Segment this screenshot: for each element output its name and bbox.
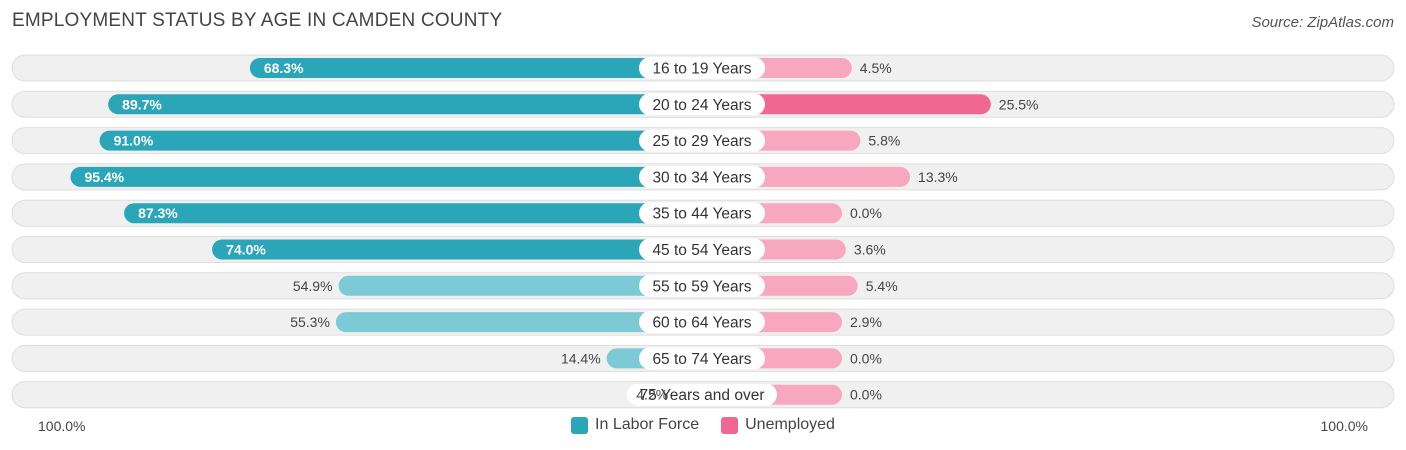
category-label: 60 to 64 Years (652, 315, 751, 332)
bar-row: 45 to 54 Years 74.0% 3.6% (11, 236, 1395, 263)
bar-row: 30 to 34 Years 95.4% 13.3% (11, 163, 1395, 191)
bar-row: 20 to 24 Years 89.7% 25.5% (11, 90, 1395, 118)
category-label: 16 to 19 Years (652, 61, 751, 78)
value-label-unemployed: 0.0% (850, 387, 882, 403)
bar-labor-force (124, 203, 703, 224)
axis-left-label: 100.0% (38, 418, 86, 434)
diverging-bar-chart: 16 to 19 Years 68.3% 4.5% 20 to 24 Years 89.… (11, 54, 1395, 409)
category-label: 20 to 24 Years (652, 97, 751, 114)
category-pill (639, 238, 765, 261)
category-pill (639, 129, 765, 152)
value-label-labor-force: 91.0% (114, 133, 154, 149)
value-label-unemployed: 4.5% (860, 60, 892, 76)
value-label-labor-force: 4.2% (636, 387, 668, 403)
bar-unemployed (702, 94, 991, 115)
value-label-labor-force: 68.3% (264, 60, 304, 76)
category-pill (627, 383, 777, 406)
bar-labor-force (70, 166, 702, 187)
bar-labor-force (249, 58, 702, 78)
value-label-labor-force: 14.4% (561, 350, 601, 366)
value-label-unemployed: 5.4% (866, 278, 898, 294)
category-pill (639, 274, 765, 297)
value-label-labor-force: 89.7% (122, 96, 162, 112)
bar-row: 60 to 64 Years 55.3% 2.9% (11, 308, 1395, 336)
category-label: 55 to 59 Years (652, 278, 751, 295)
axis-right-label: 100.0% (1320, 418, 1368, 434)
bar-labor-force (335, 312, 702, 333)
legend-label-unemployed: Unemployed (745, 416, 835, 433)
legend-swatch-unemployed (721, 416, 739, 434)
legend-item-labor-force: In Labor Force (571, 416, 699, 434)
category-pill (639, 347, 765, 370)
bar-labor-force (338, 275, 702, 296)
bar-row: 25 to 29 Years 91.0% 5.8% (11, 127, 1395, 155)
value-label-unemployed: 2.9% (850, 314, 882, 330)
legend-swatch-labor-force (571, 416, 589, 434)
value-label-unemployed: 13.3% (918, 169, 958, 185)
legend: In Labor Force Unemployed (0, 416, 1406, 434)
value-label-labor-force: 54.9% (293, 278, 333, 294)
bar-labor-force (99, 130, 702, 151)
category-label: 35 to 44 Years (652, 206, 751, 223)
category-pill (639, 202, 765, 225)
value-label-unemployed: 5.8% (868, 133, 900, 149)
value-label-unemployed: 25.5% (999, 96, 1039, 112)
value-label-unemployed: 0.0% (850, 205, 882, 221)
legend-item-unemployed: Unemployed (721, 416, 835, 434)
bar-row: 55 to 59 Years 54.9% 5.4% (11, 272, 1395, 300)
value-label-labor-force: 87.3% (138, 205, 178, 221)
value-label-labor-force: 55.3% (290, 314, 330, 330)
legend-label-labor-force: In Labor Force (595, 416, 700, 433)
chart-title: EMPLOYMENT STATUS BY AGE IN CAMDEN COUNT… (12, 10, 503, 31)
category-label: 75 Years and over (640, 387, 765, 404)
value-label-unemployed: 3.6% (854, 242, 886, 258)
category-pill (639, 311, 765, 334)
value-label-labor-force: 95.4% (84, 169, 124, 185)
bar-labor-force (212, 239, 702, 260)
bar-labor-force (108, 94, 703, 115)
bar-row: 65 to 74 Years 14.4% 0.0% (11, 344, 1395, 372)
category-label: 65 to 74 Years (652, 351, 751, 368)
category-pill (639, 165, 765, 188)
value-label-labor-force: 74.0% (226, 242, 266, 258)
source-credit: Source: ZipAtlas.com (1251, 14, 1394, 31)
bar-row: 16 to 19 Years 68.3% 4.5% (11, 54, 1395, 82)
category-label: 25 to 29 Years (652, 133, 751, 150)
value-label-unemployed: 0.0% (850, 350, 882, 366)
bar-row: 35 to 44 Years 87.3% 0.0% (11, 199, 1395, 227)
category-label: 45 to 54 Years (652, 242, 751, 259)
category-pill (639, 93, 765, 116)
category-label: 30 to 34 Years (652, 169, 751, 186)
category-pill (639, 57, 765, 79)
